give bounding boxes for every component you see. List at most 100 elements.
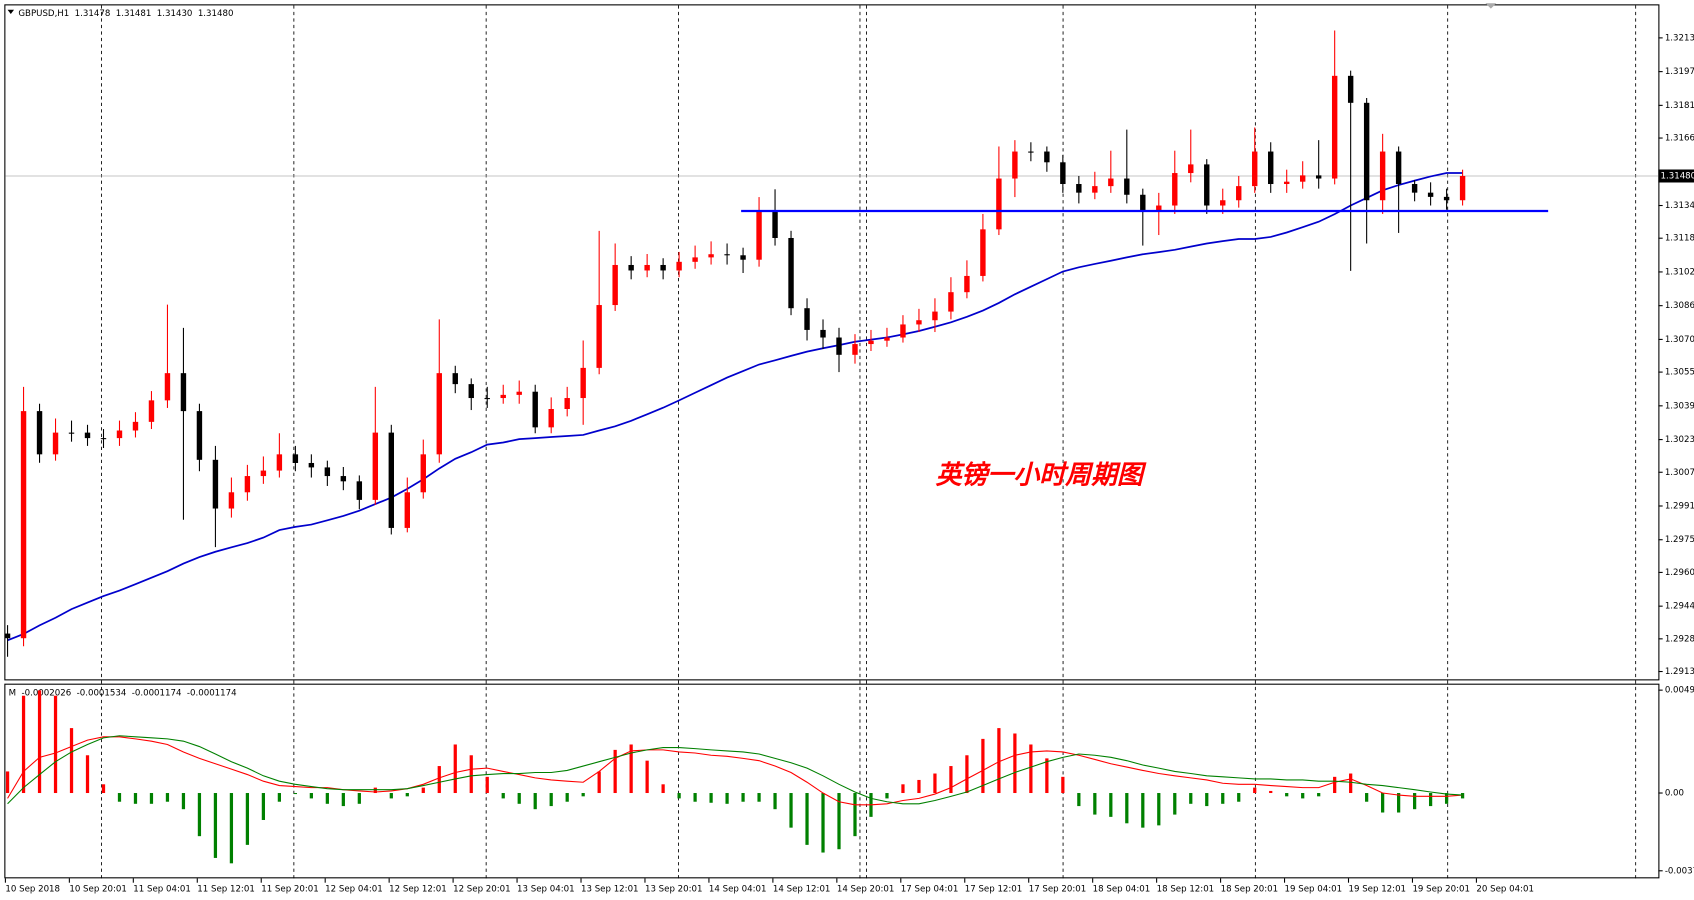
- histogram-bar: [1141, 793, 1145, 828]
- y-tick-label: 1.29600: [1665, 568, 1694, 578]
- candle-body: [292, 454, 299, 463]
- candle-body: [580, 367, 586, 399]
- candle-body: [500, 394, 506, 399]
- x-tick-label: 19 Sep 20:01: [1412, 885, 1470, 895]
- histogram-bar: [821, 793, 825, 853]
- candle-body: [1172, 173, 1178, 206]
- histogram-bar: [693, 793, 697, 802]
- histogram-bar: [149, 793, 154, 804]
- x-tick-label: 19 Sep 04:01: [1285, 885, 1343, 895]
- histogram-bar: [645, 760, 649, 794]
- candle-body: [212, 459, 219, 509]
- header-title: GBPUSD,H1: [18, 8, 69, 18]
- candle-body: [1124, 178, 1130, 195]
- candle-body: [1315, 175, 1322, 179]
- candle-body: [132, 421, 139, 431]
- header-value: 1.31430: [157, 8, 193, 18]
- histogram-bar: [1460, 793, 1465, 799]
- histogram-bar: [1333, 776, 1337, 794]
- histogram-bar: [1317, 793, 1321, 797]
- candle-body: [100, 438, 107, 440]
- candle-body: [452, 373, 458, 385]
- header-title: M: [9, 688, 16, 698]
- header-value: -0.0002026: [21, 688, 71, 698]
- candle-body: [596, 305, 602, 368]
- histogram-bar: [261, 793, 266, 820]
- candle-body: [1459, 175, 1466, 201]
- histogram-bar: [405, 793, 409, 797]
- histogram-bar: [613, 749, 617, 794]
- candle-body: [916, 320, 922, 325]
- histogram-bar: [1157, 793, 1161, 826]
- candle-body: [420, 454, 426, 493]
- histogram-bar: [293, 793, 297, 795]
- histogram-bar: [277, 793, 282, 802]
- histogram-bar: [1189, 793, 1193, 804]
- histogram-bar: [501, 793, 505, 799]
- candle-body: [852, 344, 858, 355]
- x-tick-label: 17 Sep 04:01: [901, 885, 959, 895]
- x-tick-label: 11 Sep 20:01: [261, 885, 319, 895]
- candle-body: [1252, 151, 1258, 187]
- histogram-bar: [485, 776, 489, 794]
- histogram-bar: [373, 787, 377, 794]
- y-tick-label: 1.31185: [1665, 234, 1694, 244]
- candle-body: [1395, 151, 1402, 185]
- y-tick-label: 1.30550: [1665, 368, 1694, 378]
- histogram-bar: [1365, 793, 1369, 802]
- candle-body: [724, 254, 730, 256]
- moving-average: [7, 172, 1463, 642]
- histogram-bar: [133, 793, 138, 804]
- histogram-bar: [853, 793, 857, 837]
- candle-body: [836, 337, 842, 355]
- candle-body: [68, 432, 75, 434]
- histogram-bar: [725, 793, 729, 804]
- y-tick-label: 1.29440: [1665, 602, 1694, 612]
- histogram-bar: [741, 793, 745, 802]
- main-panel-frame: [4, 4, 1660, 681]
- histogram-bar: [1444, 793, 1449, 804]
- candle-body: [932, 311, 938, 321]
- candle-body: [1028, 151, 1034, 153]
- candle-body: [228, 492, 235, 509]
- histogram-bar: [837, 793, 841, 850]
- histogram-bar: [789, 793, 793, 828]
- x-tick-label: 18 Sep 12:01: [1157, 885, 1215, 895]
- candle-body: [356, 481, 363, 500]
- histogram-bar: [1013, 733, 1017, 794]
- x-tick-label: 19 Sep 12:01: [1349, 885, 1407, 895]
- candle-body: [1188, 164, 1194, 174]
- candle-body: [676, 261, 682, 271]
- histogram-bar: [37, 690, 42, 794]
- candle-body: [788, 237, 794, 309]
- candle-body: [740, 255, 746, 260]
- histogram-bar: [885, 793, 889, 799]
- x-tick-label: 18 Sep 20:01: [1221, 885, 1279, 895]
- histogram-bar: [229, 793, 234, 864]
- candle-body: [820, 329, 826, 338]
- y-tick-label: 1.30075: [1665, 468, 1694, 478]
- histogram-bar: [1428, 793, 1433, 807]
- histogram-bar: [437, 766, 441, 794]
- histogram-bar: [389, 793, 393, 799]
- histogram-bar: [1061, 776, 1065, 794]
- symbol-menu-icon[interactable]: [7, 9, 15, 15]
- last-price-box: [1658, 169, 1694, 183]
- histogram-bar: [245, 793, 250, 845]
- histogram-bar: [421, 787, 425, 794]
- histogram-bar: [325, 793, 329, 804]
- histogram-bar: [1125, 793, 1129, 824]
- x-tick-label: 17 Sep 12:01: [965, 885, 1023, 895]
- candle-body: [1331, 75, 1338, 179]
- x-tick-label: 13 Sep 04:01: [517, 885, 575, 895]
- candle-body: [516, 391, 522, 395]
- x-tick-label: 13 Sep 20:01: [645, 885, 703, 895]
- candle-body: [1347, 75, 1354, 103]
- scroll-indicator[interactable]: [1485, 3, 1497, 9]
- histogram-bar: [1173, 793, 1177, 815]
- signal-line: [7, 735, 1463, 805]
- candle-body: [692, 257, 698, 262]
- histogram-bar: [453, 744, 457, 794]
- header-value: 1.31481: [116, 8, 152, 18]
